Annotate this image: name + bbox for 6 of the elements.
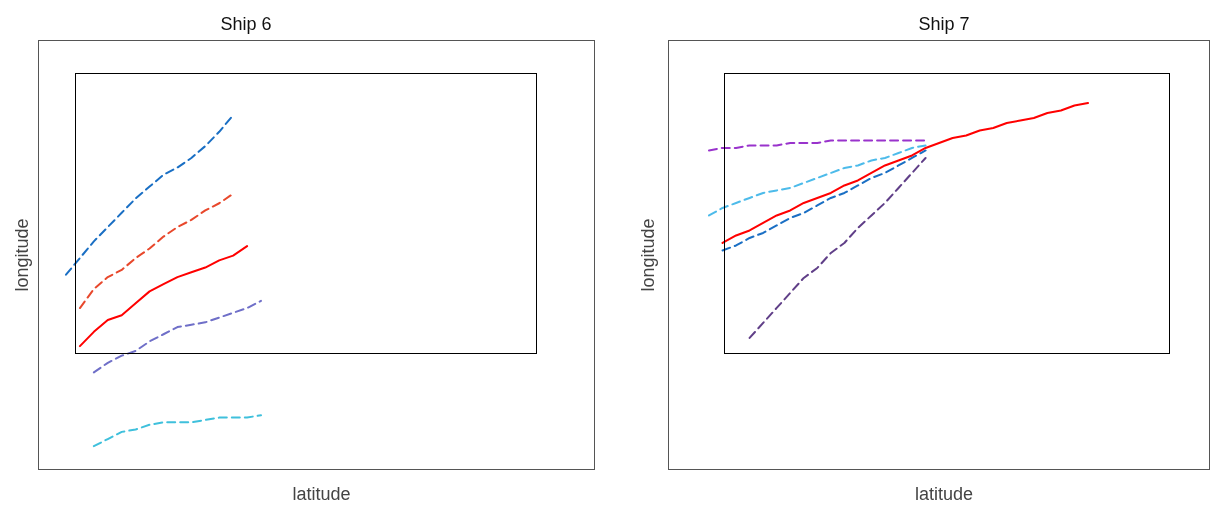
x-axis-title: latitude <box>914 484 974 504</box>
chart-title: Ship 6 <box>220 14 272 34</box>
y-axis-title: longitude <box>638 218 658 292</box>
x-axis-title: latitude <box>292 484 351 504</box>
chart-title: Ship 7 <box>918 14 970 34</box>
y-axis-title: longitude <box>12 218 32 292</box>
